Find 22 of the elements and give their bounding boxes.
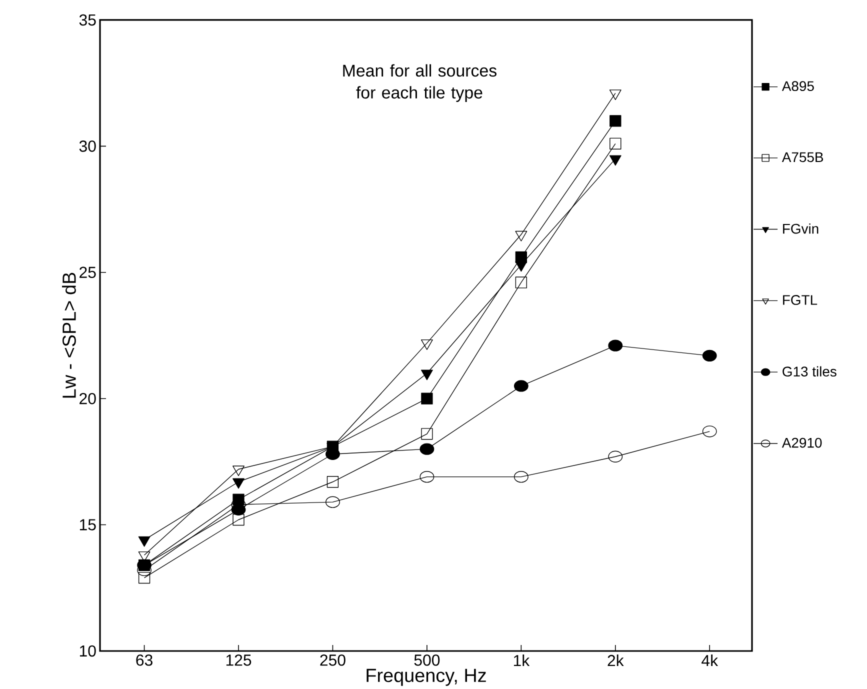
y-tick-label: 10 (80, 645, 96, 657)
legend-label: FGvin (783, 223, 818, 234)
y-tick-label: 20 (80, 392, 96, 404)
x-tick-label: 125 (226, 654, 252, 666)
x-tick-label: 250 (320, 654, 346, 666)
x-axis-title: Frequency, Hz (366, 668, 486, 686)
y-tick-label: 35 (79, 14, 96, 26)
y-tick-label: 30 (79, 140, 96, 152)
x-tick-label: 4k (702, 654, 718, 666)
annotation: Mean for all sources for each tile type (343, 64, 496, 102)
x-tick-label: 2k (608, 654, 624, 666)
y-tick-label: 25 (80, 266, 96, 278)
legend-label: G13 tiles (782, 366, 836, 376)
legend-label: FGTL (783, 294, 818, 305)
x-tick-label: 500 (414, 654, 440, 666)
y-tick-label: 15 (80, 519, 96, 530)
legend-label: A2910 (782, 438, 822, 448)
legend-label: A895 (782, 81, 814, 91)
x-tick-label: 1k (514, 654, 530, 666)
legend-label: A755B (782, 152, 824, 162)
x-tick-label: 63 (136, 654, 152, 666)
y-axis-title: Lw - <SPL> dB (62, 272, 76, 398)
